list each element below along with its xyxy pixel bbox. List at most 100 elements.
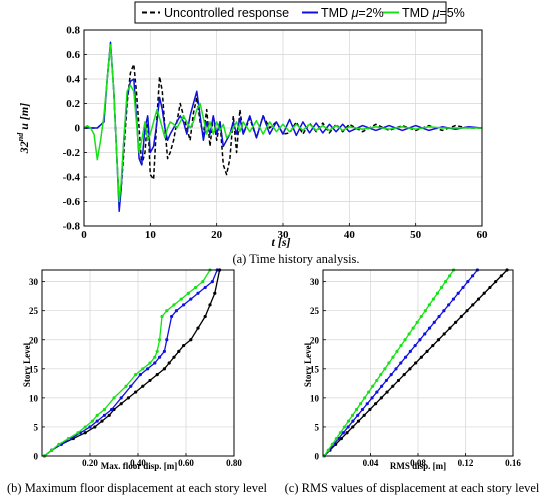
series-marker-uncontrolled [356, 419, 361, 423]
series-marker-tmd2 [389, 373, 393, 377]
x-tick-label: 0.20 [82, 458, 98, 468]
legend-label-tmd5: TMD μ=5% [402, 6, 465, 20]
series-marker-uncontrolled [339, 436, 343, 441]
caption-c: (c) RMS values of displacement at each s… [285, 481, 540, 495]
series-marker-uncontrolled [148, 378, 152, 383]
series-marker-tmd5 [447, 274, 452, 278]
series-marker-tmd5 [375, 378, 379, 383]
series-marker-tmd2 [384, 378, 389, 383]
series-marker-tmd5 [403, 338, 407, 342]
y-tick-label: 0.4 [66, 74, 80, 86]
y-tick-label: 30 [29, 277, 39, 287]
series-marker-tmd2 [427, 326, 432, 330]
series-marker-uncontrolled [488, 285, 492, 290]
legend-label-tmd2: TMD μ=2% [321, 6, 384, 20]
y-tick-label: 0 [315, 452, 320, 462]
series-marker-tmd2 [162, 349, 166, 353]
y-axis-label-a: 32ndu [m] [16, 103, 31, 154]
series-marker-tmd2 [165, 338, 169, 342]
series-marker-uncontrolled [431, 343, 435, 348]
series-marker-tmd2 [365, 402, 369, 406]
y-tick-label: 30 [310, 277, 320, 287]
y-tick-label: -0.8 [63, 221, 81, 233]
y-tick-label: 15 [310, 364, 320, 374]
series-marker-tmd5 [338, 431, 342, 435]
series-marker-tmd5 [395, 349, 399, 353]
series-marker-uncontrolled [368, 407, 372, 412]
y-tick-label: 5 [315, 422, 320, 432]
series-marker-uncontrolled [126, 396, 130, 400]
series-marker-tmd2 [346, 425, 350, 429]
legend-box [134, 1, 447, 24]
series-marker-tmd2 [418, 338, 422, 342]
series-marker-tmd5 [379, 373, 383, 377]
series-marker-tmd5 [354, 407, 359, 412]
panel-a: Uncontrolled response TMD μ=2% TMD μ=5% … [16, 1, 488, 266]
x-axis-label-b: Max. floor disp. [m] [101, 461, 178, 471]
series-marker-tmd5 [179, 297, 183, 301]
series-marker-tmd5 [334, 436, 338, 441]
series-marker-tmd5 [83, 425, 87, 429]
series-marker-uncontrolled [374, 402, 378, 406]
series-marker-uncontrolled [494, 280, 498, 284]
series-marker-tmd5 [194, 285, 198, 290]
series-marker-uncontrolled [100, 419, 104, 423]
series-marker-uncontrolled [213, 291, 217, 295]
x-tick-label: 40 [344, 229, 356, 241]
series-marker-tmd5 [363, 396, 367, 400]
series-marker-uncontrolled [177, 349, 181, 353]
series-marker-tmd2 [336, 436, 341, 441]
series-marker-uncontrolled [203, 314, 207, 319]
series-marker-tmd5 [50, 448, 54, 452]
series-marker-tmd5 [165, 309, 169, 313]
series-marker-tmd5 [443, 280, 448, 284]
series-marker-tmd2 [413, 343, 417, 348]
x-tick-label: 0.16 [505, 458, 521, 468]
series-marker-uncontrolled [182, 343, 186, 348]
series-marker-tmd2 [447, 303, 451, 307]
series-marker-uncontrolled [476, 297, 481, 301]
series-marker-tmd5 [148, 361, 152, 365]
series-marker-uncontrolled [112, 407, 116, 412]
series-marker-tmd5 [383, 367, 387, 371]
x-axis-label-c: RMS disp. [m] [390, 461, 446, 471]
series-marker-tmd5 [342, 425, 347, 429]
series-marker-uncontrolled [134, 390, 138, 394]
series-marker-tmd2 [437, 314, 441, 319]
series-marker-tmd5 [423, 309, 427, 313]
y-tick-label: 5 [34, 422, 39, 432]
series-marker-tmd5 [134, 373, 138, 377]
series-marker-tmd2 [375, 390, 379, 394]
series-marker-tmd5 [330, 442, 334, 446]
series-marker-uncontrolled [436, 338, 441, 342]
series-marker-tmd2 [470, 274, 475, 278]
series-marker-uncontrolled [408, 367, 412, 371]
series-marker-uncontrolled [454, 320, 458, 324]
y-tick-label: 20 [29, 335, 39, 345]
x-tick-label: 0.40 [130, 458, 146, 468]
series-marker-tmd5 [431, 297, 436, 301]
series-marker-uncontrolled [93, 425, 97, 429]
series-marker-tmd2 [174, 309, 178, 313]
caption-a: (a) Time history analysis. [232, 252, 359, 266]
series-marker-tmd2 [182, 303, 186, 307]
series-marker-tmd5 [419, 314, 423, 319]
series-marker-tmd2 [203, 285, 207, 290]
series-marker-tmd5 [415, 320, 419, 324]
series-marker-tmd5 [95, 413, 99, 417]
y-tick-label: 0 [34, 452, 39, 462]
series-marker-tmd2 [102, 413, 106, 417]
series-marker-tmd5 [399, 343, 403, 348]
y-tick-label: 10 [29, 393, 39, 403]
series-line-tmd5 [83, 43, 482, 203]
series-marker-tmd5 [76, 431, 80, 435]
panel-b: 0.20 0.40 0.60 0.80 0 5 10 15 20 25 30 Max. floor … [7, 268, 268, 495]
series-marker-uncontrolled [83, 431, 87, 435]
series-marker-tmd5 [160, 314, 164, 319]
series-marker-tmd5 [201, 280, 205, 284]
y-tick-label: 20 [310, 335, 320, 345]
y-tick-label: 15 [29, 364, 39, 374]
x-tick-label: 50 [410, 229, 422, 241]
legend: Uncontrolled response TMD μ=2% TMD μ=5% [134, 1, 465, 24]
